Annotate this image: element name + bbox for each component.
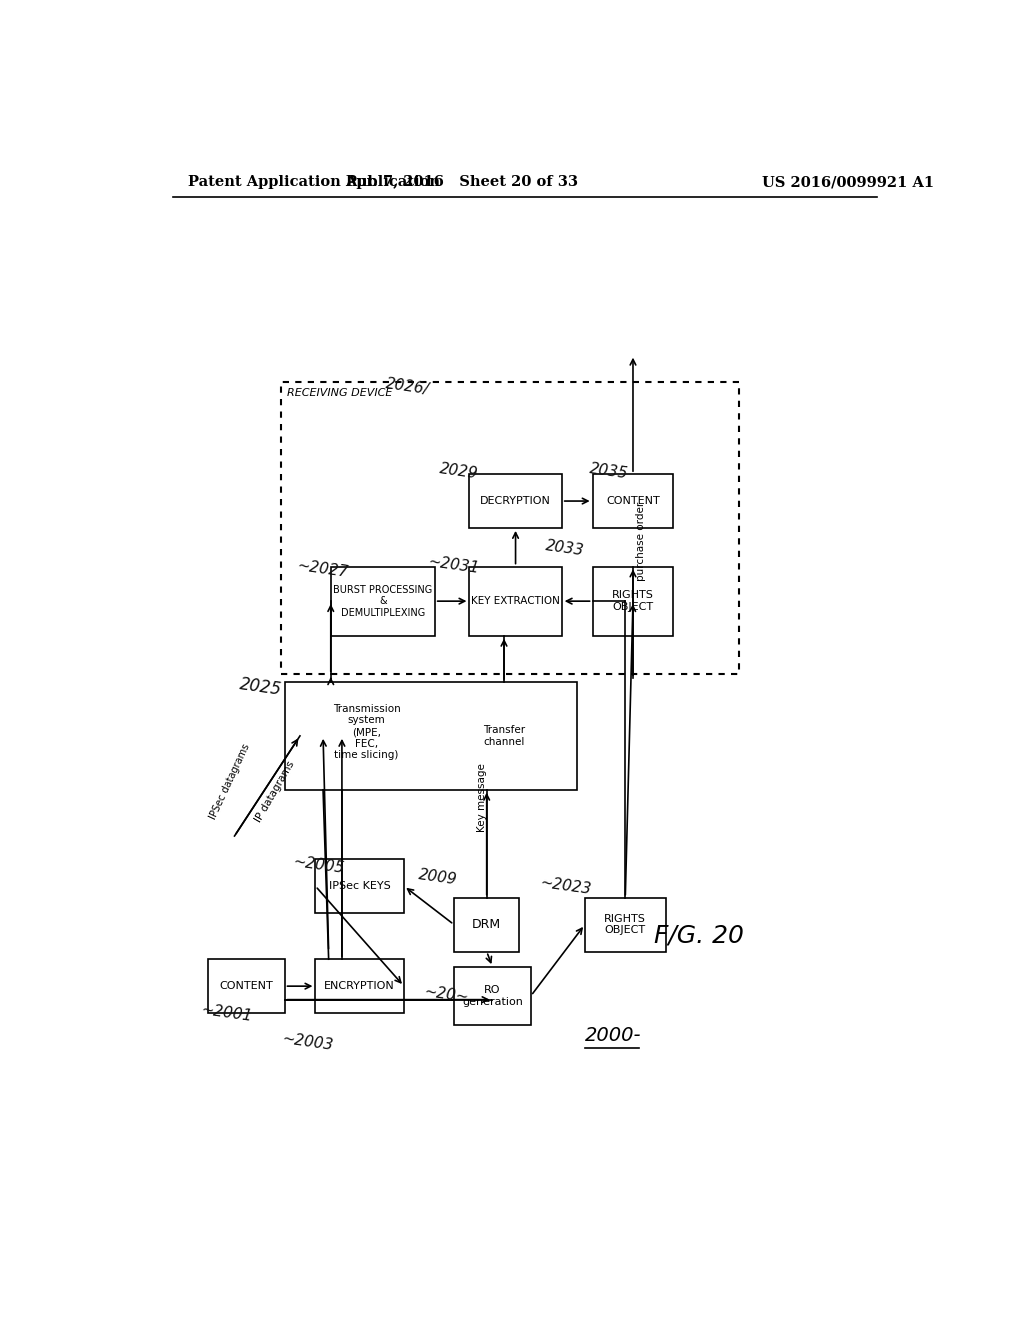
Bar: [315, 960, 403, 1014]
Text: CONTENT: CONTENT: [219, 981, 273, 991]
Text: RIGHTS
OBJECT: RIGHTS OBJECT: [604, 913, 646, 936]
Text: RECEIVING DEVICE: RECEIVING DEVICE: [287, 388, 392, 397]
Text: Key message: Key message: [477, 763, 486, 832]
Text: purchase order: purchase order: [636, 502, 646, 582]
Text: Transmission
system
(MPE,
FEC,
time slicing): Transmission system (MPE, FEC, time slic…: [333, 704, 400, 760]
Text: 2029: 2029: [438, 462, 479, 482]
Text: 2000-: 2000-: [585, 1027, 641, 1045]
Text: IP datagrams: IP datagrams: [254, 760, 297, 825]
Text: ~2023: ~2023: [539, 875, 592, 898]
Text: Patent Application Publication: Patent Application Publication: [188, 176, 440, 189]
Text: Apr. 7, 2016   Sheet 20 of 33: Apr. 7, 2016 Sheet 20 of 33: [345, 176, 579, 189]
Text: 2009: 2009: [418, 867, 459, 887]
Text: BURST PROCESSING
&
DEMULTIPLEXING: BURST PROCESSING & DEMULTIPLEXING: [333, 585, 432, 618]
Text: 2035: 2035: [589, 462, 630, 482]
Bar: [585, 898, 666, 952]
Bar: [285, 682, 578, 789]
Bar: [469, 474, 562, 528]
Text: ~2031: ~2031: [427, 553, 480, 576]
Text: Transfer
channel: Transfer channel: [483, 725, 525, 747]
Text: US 2016/0099921 A1: US 2016/0099921 A1: [762, 176, 934, 189]
Text: ~2003: ~2003: [281, 1031, 334, 1053]
Bar: [469, 566, 562, 636]
Text: 2026/: 2026/: [385, 376, 430, 397]
Text: KEY EXTRACTION: KEY EXTRACTION: [471, 597, 560, 606]
Bar: [281, 381, 739, 675]
Text: ~2001: ~2001: [200, 1003, 253, 1024]
Text: ~2027: ~2027: [296, 558, 349, 581]
Text: ENCRYPTION: ENCRYPTION: [325, 981, 395, 991]
Text: 2033: 2033: [545, 539, 586, 558]
Text: 2025: 2025: [239, 676, 283, 700]
Text: DRM: DRM: [472, 917, 501, 931]
Bar: [454, 966, 531, 1024]
Text: ~20~: ~20~: [423, 985, 470, 1006]
Bar: [593, 566, 674, 636]
Bar: [331, 566, 435, 636]
Text: IPSec datagrams: IPSec datagrams: [208, 742, 251, 821]
Bar: [454, 898, 519, 952]
Bar: [593, 474, 674, 528]
Text: ~2005: ~2005: [292, 854, 345, 876]
Text: IPSec KEYS: IPSec KEYS: [329, 880, 390, 891]
Text: RO
generation: RO generation: [462, 985, 523, 1007]
Text: CONTENT: CONTENT: [606, 496, 659, 506]
Text: RIGHTS
OBJECT: RIGHTS OBJECT: [612, 590, 654, 612]
Bar: [315, 859, 403, 913]
Text: DECRYPTION: DECRYPTION: [480, 496, 551, 506]
Text: F/G. 20: F/G. 20: [654, 924, 744, 948]
Bar: [208, 960, 285, 1014]
